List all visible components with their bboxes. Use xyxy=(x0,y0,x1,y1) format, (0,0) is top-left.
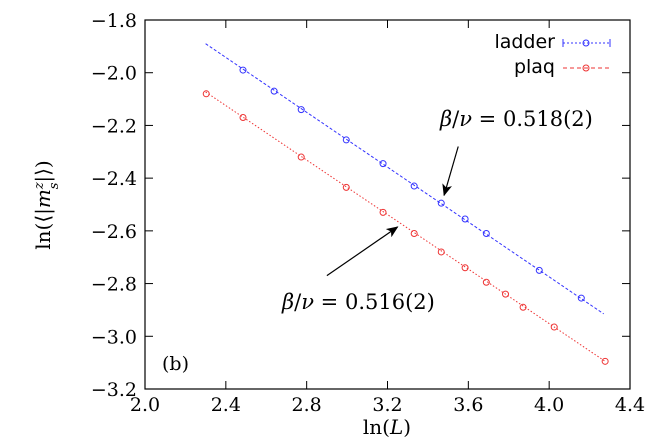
y-tick-label: −1.8 xyxy=(91,10,137,32)
x-tick-label: 4.0 xyxy=(534,394,564,416)
y-tick-label: −3.2 xyxy=(91,379,137,401)
data-point-ladder xyxy=(410,182,418,190)
y-tick-label: −2.8 xyxy=(91,274,137,296)
x-tick-label: 2.4 xyxy=(211,394,241,416)
data-point-ladder xyxy=(437,199,445,207)
data-points xyxy=(202,66,609,365)
legend-plaq-label: plaq xyxy=(514,56,555,78)
y-axis-label: ln(⟨|mzs|⟩) xyxy=(31,160,62,249)
data-point-plaq xyxy=(482,278,490,286)
x-tick-label: 3.6 xyxy=(453,394,483,416)
x-tick-label: 4.4 xyxy=(615,394,645,416)
legend-ladder-symbol xyxy=(562,39,611,47)
annotations: β/ν = 0.518(2) β/ν = 0.516(2) xyxy=(281,107,593,314)
annotation-ladder-arrow xyxy=(442,146,459,197)
data-point-ladder xyxy=(535,266,543,274)
data-point-plaq xyxy=(502,290,510,298)
data-point-ladder xyxy=(239,66,247,74)
data-point-plaq xyxy=(202,90,210,98)
data-point-ladder xyxy=(270,87,278,95)
fit-line-ladder xyxy=(205,43,605,315)
data-point-plaq xyxy=(461,264,469,272)
data-point-plaq xyxy=(297,153,305,161)
x-tick-label: 2.0 xyxy=(130,394,160,416)
data-point-plaq xyxy=(437,248,445,256)
x-axis-label: ln(L) xyxy=(363,415,411,439)
y-axis: −1.8 −2.0 −2.2 −2.4 −2.6 −2.8 −3.0 −3.2 xyxy=(91,10,630,401)
data-point-ladder xyxy=(379,160,387,168)
x-tick-label: 3.2 xyxy=(372,394,402,416)
legend: ladder plaq xyxy=(494,31,611,78)
data-point-ladder xyxy=(461,215,469,223)
annotation-plaq-arrow xyxy=(326,226,399,277)
data-point-plaq xyxy=(519,303,527,311)
y-tick-label: −2.6 xyxy=(91,221,137,243)
data-point-plaq xyxy=(601,357,609,365)
y-tick-label: −2.0 xyxy=(91,63,137,85)
data-point-plaq xyxy=(550,323,558,331)
data-point-ladder xyxy=(482,229,490,237)
data-point-plaq xyxy=(379,208,387,216)
y-tick-label: −2.2 xyxy=(91,115,137,137)
data-point-plaq xyxy=(342,183,350,191)
data-point-ladder xyxy=(577,294,585,302)
plot-frame xyxy=(144,19,631,390)
annotation-plaq: β/ν = 0.516(2) xyxy=(281,290,435,314)
data-point-ladder xyxy=(342,136,350,144)
legend-plaq-symbol xyxy=(563,64,610,72)
x-axis: 2.0 2.4 2.8 3.2 3.6 4.0 4.4 xyxy=(130,20,645,416)
annotation-ladder: β/ν = 0.518(2) xyxy=(439,107,593,131)
x-tick-label: 2.8 xyxy=(292,394,322,416)
y-tick-label: −2.4 xyxy=(91,168,137,190)
legend-ladder-label: ladder xyxy=(494,31,555,53)
data-point-plaq xyxy=(239,114,247,122)
fit-line-plaq xyxy=(205,91,606,362)
data-point-plaq xyxy=(410,229,418,237)
panel-label: (b) xyxy=(162,353,189,375)
y-tick-label: −3.0 xyxy=(91,326,137,348)
data-point-ladder xyxy=(297,106,305,114)
